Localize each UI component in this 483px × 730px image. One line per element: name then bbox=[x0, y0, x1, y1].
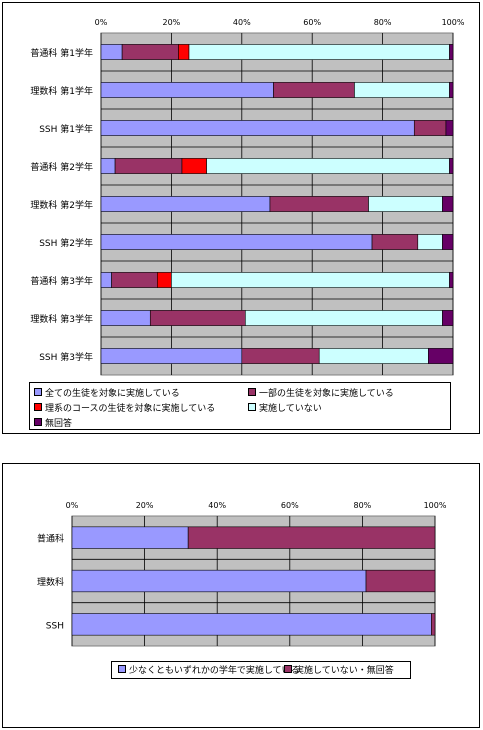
bar-segment bbox=[121, 44, 179, 60]
legend-label: 理系のコースの生徒を対象に実施している bbox=[45, 404, 216, 414]
legend-swatch bbox=[34, 418, 42, 426]
legend-item: 実施していない bbox=[248, 403, 322, 414]
bar-segment bbox=[365, 569, 436, 593]
bar-segment bbox=[318, 348, 429, 364]
legend-item: 全ての生徒を対象に実施している bbox=[34, 388, 180, 399]
legend-label: 実施していない bbox=[259, 404, 322, 414]
x-tick-label: 20% bbox=[163, 18, 181, 27]
legend-swatch bbox=[248, 403, 256, 411]
bar-segment bbox=[442, 234, 454, 250]
bar-segment bbox=[371, 234, 419, 250]
bar-segment bbox=[273, 82, 355, 98]
legend-swatch bbox=[118, 665, 126, 673]
legend-label: 実施していない・無回答 bbox=[295, 666, 394, 676]
legend-item: 無回答 bbox=[34, 418, 72, 429]
x-tick-label: 100% bbox=[442, 18, 465, 27]
bar-segment bbox=[449, 44, 454, 60]
legend-swatch bbox=[248, 388, 256, 396]
legend-swatch bbox=[34, 403, 42, 411]
bar-segment bbox=[71, 613, 432, 636]
bar-segment bbox=[188, 44, 450, 60]
bar-segment bbox=[100, 348, 243, 364]
bar-segment bbox=[111, 272, 158, 288]
y-category-label: 理数科 第3学年 bbox=[30, 313, 93, 325]
bar-segment bbox=[71, 569, 367, 593]
x-tick-label: 80% bbox=[354, 501, 372, 510]
legend-swatch bbox=[34, 388, 42, 396]
bar-segment bbox=[368, 196, 443, 212]
legend-label: 少なくともいずれかの学年で実施している bbox=[129, 666, 300, 676]
bar-segment bbox=[100, 158, 116, 174]
chart-panel-grades: 0% 20% 40% 60% 80% 100% 普通科 第1学年 理数科 第1学年 SSH 第1… bbox=[2, 2, 480, 434]
legend-grades: 全ての生徒を対象に実施している 一部の生徒を対象に実施している 理系のコースの生… bbox=[29, 382, 451, 430]
x-tick-label: 0% bbox=[66, 501, 79, 510]
bar-segment bbox=[431, 613, 436, 636]
y-category-label: SSH bbox=[46, 621, 64, 631]
bar-segment bbox=[241, 348, 320, 364]
y-category-label: SSH 第1学年 bbox=[39, 123, 93, 135]
x-tick-label: 20% bbox=[136, 501, 154, 510]
bar-segment bbox=[206, 158, 450, 174]
bar-segment bbox=[114, 158, 183, 174]
x-tick-label: 0% bbox=[95, 18, 108, 27]
bar-segment bbox=[100, 120, 415, 136]
x-tick-label: 40% bbox=[208, 501, 226, 510]
y-category-label: 普通科 第1学年 bbox=[30, 47, 93, 59]
legend-item: 実施していない・無回答 bbox=[284, 665, 394, 676]
bar-segment bbox=[449, 82, 454, 98]
bar-segment bbox=[449, 272, 454, 288]
legend-item: 少なくともいずれかの学年で実施している bbox=[118, 665, 300, 676]
x-tick-label: 40% bbox=[233, 18, 251, 27]
bar-segment bbox=[428, 348, 454, 364]
bar-segment bbox=[417, 234, 443, 250]
bar-segment bbox=[354, 82, 450, 98]
bar-segment bbox=[181, 158, 207, 174]
legend-courses: 少なくともいずれかの学年で実施している 実施していない・無回答 bbox=[111, 661, 411, 679]
bar-segment bbox=[449, 158, 454, 174]
legend-label: 無回答 bbox=[45, 419, 73, 429]
y-category-label: 理数科 bbox=[37, 576, 64, 588]
bar-segment bbox=[187, 526, 436, 549]
x-tick-label: 100% bbox=[424, 501, 447, 510]
legend-swatch bbox=[284, 665, 292, 673]
bar-segment bbox=[100, 310, 151, 326]
bar-segment bbox=[171, 272, 450, 288]
bar-segment bbox=[442, 310, 454, 326]
legend-label: 全ての生徒を対象に実施している bbox=[45, 389, 180, 399]
y-category-label: 普通科 第2学年 bbox=[30, 161, 93, 173]
bar-segment bbox=[445, 120, 454, 136]
y-category-label: 普通科 bbox=[37, 533, 64, 545]
x-tick-label: 60% bbox=[303, 18, 321, 27]
bar-segment bbox=[71, 526, 189, 549]
legend-item: 一部の生徒を対象に実施している bbox=[248, 388, 394, 399]
bar-segment bbox=[149, 310, 246, 326]
x-tick-label: 80% bbox=[374, 18, 392, 27]
y-category-label: 理数科 第2学年 bbox=[30, 199, 93, 211]
bar-segment bbox=[100, 272, 112, 288]
bar-segment bbox=[178, 44, 190, 60]
legend-label: 一部の生徒を対象に実施している bbox=[259, 389, 394, 399]
bar-segment bbox=[413, 120, 447, 136]
bar-segment bbox=[100, 196, 271, 212]
y-category-label: SSH 第3学年 bbox=[39, 351, 93, 363]
chart-panel-courses: 0% 20% 40% 60% 80% 100% 普通科理数科 SSH 少なくともいずれかの学年… bbox=[2, 463, 480, 728]
bar-segment bbox=[100, 82, 274, 98]
y-category-label: 理数科 第1学年 bbox=[30, 85, 93, 97]
legend-item: 理系のコースの生徒を対象に実施している bbox=[34, 403, 215, 414]
bar-segment bbox=[100, 234, 373, 250]
y-category-label: 普通科 第3学年 bbox=[30, 275, 93, 287]
bar-segment bbox=[269, 196, 369, 212]
x-tick-label: 60% bbox=[281, 501, 299, 510]
bar-segment bbox=[100, 44, 123, 60]
bar-segment bbox=[245, 310, 443, 326]
bar-segment bbox=[157, 272, 172, 288]
bar-segment bbox=[442, 196, 454, 212]
y-category-label: SSH 第2学年 bbox=[39, 237, 93, 249]
